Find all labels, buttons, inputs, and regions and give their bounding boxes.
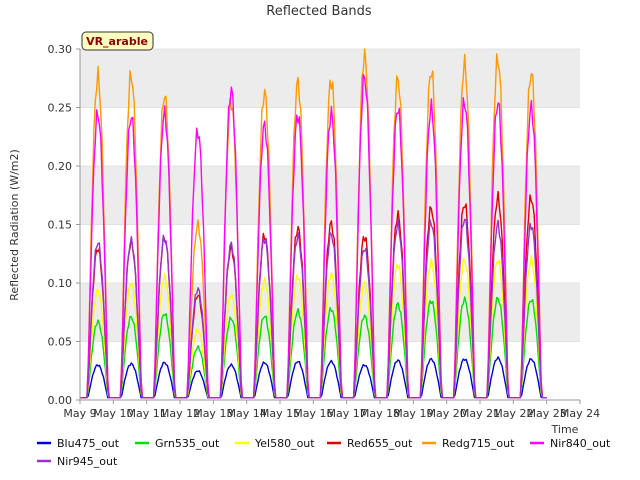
x-tick-label: May 15 [260,407,300,420]
legend-item-grn535-out: Grn535_out [135,437,220,450]
x-tick-label: May 18 [360,407,400,420]
x-tick-label: May 13 [193,407,233,420]
x-tick-label: May 19 [393,407,433,420]
vr-arable-badge: VR_arable [81,31,154,51]
x-tick-label: May 11 [127,407,167,420]
legend-item-nir945-out: Nir945_out [37,455,118,468]
legend-label: Yel580_out [254,437,315,450]
x-tick-label: May 23 [527,407,567,420]
y-tick-label: 0.30 [48,43,73,56]
y-tick-label: 0.20 [48,160,73,173]
y-tick-label: 0.10 [48,277,73,290]
legend-item-redg715-out: Redg715_out [422,437,515,450]
legend-label: Redg715_out [442,437,515,450]
y-tick-label: 0.05 [48,336,73,349]
series-line-nir945-out [80,218,547,399]
grid-band [80,166,580,225]
x-tick-label: May 9 [63,407,96,420]
series-layer [80,48,547,399]
legend-label: Red655_out [347,437,413,450]
legend-label: Nir945_out [57,455,118,468]
legend-label: Grn535_out [155,437,220,450]
x-axis-label: Time [551,423,579,436]
x-tick-label: May 21 [460,407,500,420]
legend-item-blu475-out: Blu475_out [37,437,120,450]
legend-label: Nir840_out [550,437,611,450]
legend-item-red655-out: Red655_out [327,437,413,450]
x-tick-label: May 10 [93,407,133,420]
legend-item-yel580-out: Yel580_out [235,437,315,450]
x-tick-label: May 22 [493,407,533,420]
y-tick-label: 0.25 [48,102,73,115]
y-axis-label: Reflected Radiation (W/m2) [8,149,21,301]
y-tick-label: 0.15 [48,219,73,232]
badge-box [81,31,154,51]
x-tick-label: May 17 [327,407,367,420]
y-ticks: 0.00 0.05 0.10 0.15 0.20 0.25 0.30 [48,43,80,407]
chart-title: Reflected Bands [266,4,372,19]
x-tick-label: May 12 [160,407,200,420]
legend: Blu475_out Grn535_out Yel580_out Red655_out… [37,437,611,468]
badge-label: VR_arable [86,35,148,48]
y-tick-label: 0.00 [48,394,73,407]
x-tick-label: May 24 [560,407,600,420]
x-tick-label: May 20 [427,407,467,420]
grid-band [80,49,580,108]
legend-label: Blu475_out [57,437,120,450]
x-tick-label: May 14 [227,407,267,420]
legend-item-nir840-out: Nir840_out [530,437,611,450]
x-tick-label: May 16 [293,407,333,420]
